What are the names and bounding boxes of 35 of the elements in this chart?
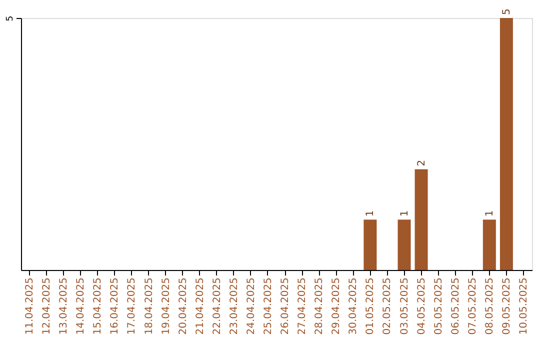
x-tick-label: 19.04.2025 [160, 278, 172, 335]
x-tick-label: 13.04.2025 [58, 278, 70, 335]
data-label: 1 [399, 210, 410, 217]
data-label: 1 [365, 210, 376, 217]
x-tick-label: 24.04.2025 [246, 278, 257, 335]
x-tick-label: 21.04.2025 [194, 278, 206, 335]
x-tick-label: 12.04.2025 [42, 278, 53, 335]
x-tick-label: 29.04.2025 [331, 278, 342, 335]
x-tick-label: 15.04.2025 [92, 278, 104, 335]
x-tick-label: 17.04.2025 [126, 278, 138, 335]
x-tick-label: 10.05.2025 [518, 278, 530, 335]
x-tick-label: 18.04.2025 [144, 278, 155, 335]
x-tick-label: 25.04.2025 [262, 278, 274, 335]
x-tick-label: 04.05.2025 [416, 278, 428, 335]
x-tick-label: 23.04.2025 [228, 278, 240, 335]
x-tick-label: 01.05.2025 [365, 278, 376, 335]
x-tick-label: 30.04.2025 [348, 278, 360, 335]
x-tick-label: 20.04.2025 [178, 278, 189, 335]
data-label: 1 [484, 210, 496, 217]
x-tick-label: 28.04.2025 [314, 278, 326, 335]
x-tick-label: 26.04.2025 [280, 278, 292, 335]
x-tick-label: 05.05.2025 [433, 278, 444, 335]
data-label: 2 [416, 160, 428, 166]
x-tick-label: 02.05.2025 [382, 278, 394, 335]
x-tick-label: 11.04.2025 [24, 278, 36, 335]
x-tick-label: 22.04.2025 [212, 278, 223, 335]
x-tick-label: 09.05.2025 [501, 278, 512, 335]
x-tick-label: 16.04.2025 [110, 278, 121, 335]
x-tick-label: 27.04.2025 [297, 278, 308, 335]
x-tick-label: 07.05.2025 [467, 278, 478, 335]
x-tick-label: 08.05.2025 [484, 278, 496, 335]
data-label: 5 [501, 8, 512, 15]
x-tick-label: 06.05.2025 [450, 278, 462, 335]
x-tick-label: 14.04.2025 [76, 278, 87, 335]
x-tick-label: 03.05.2025 [399, 278, 410, 335]
